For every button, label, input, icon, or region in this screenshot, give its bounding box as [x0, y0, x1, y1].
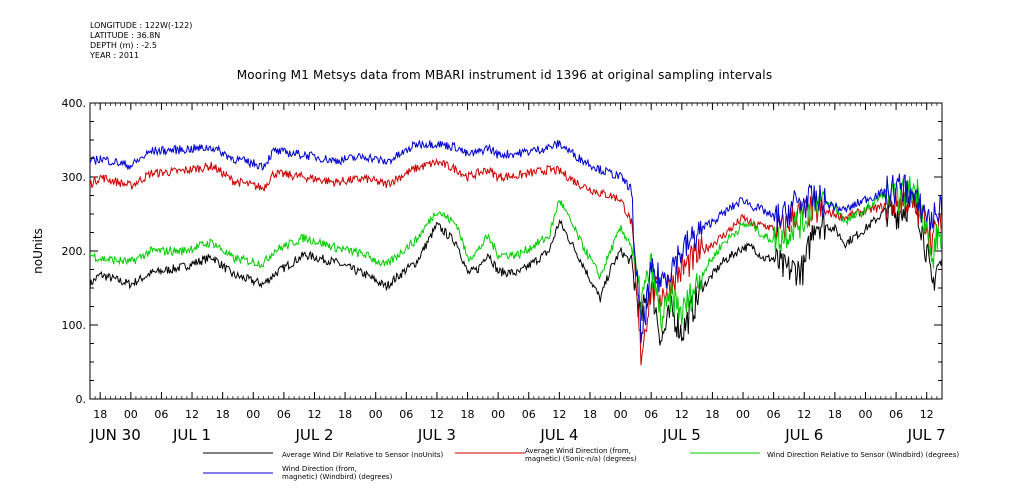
- x-tick-label: 00: [246, 408, 260, 421]
- x-tick-label: 18: [216, 408, 230, 421]
- x-tick-label: 18: [93, 408, 107, 421]
- series-line-1: [90, 189, 942, 346]
- y-tick-label: 400.: [62, 97, 87, 110]
- x-date-label: JUL 3: [417, 426, 456, 444]
- series-line-3: [90, 176, 942, 332]
- x-date-label: JUN 30: [89, 426, 140, 444]
- x-tick-label: 06: [644, 408, 658, 421]
- x-tick-label: 12: [675, 408, 689, 421]
- x-tick-label: 18: [461, 408, 475, 421]
- legend-label-3: Wind Direction Relative to Sensor (Windb…: [767, 451, 959, 459]
- x-tick-label: 12: [797, 408, 811, 421]
- x-tick-label: 18: [338, 408, 352, 421]
- latitude-text: LATITUDE : 36.8N: [90, 31, 161, 40]
- x-tick-label: 12: [920, 408, 934, 421]
- x-tick-label: 18: [705, 408, 719, 421]
- x-tick-label: 06: [277, 408, 291, 421]
- series-line-2: [90, 157, 942, 366]
- x-date-label: JUL 6: [784, 426, 823, 444]
- legend-label-4: Wind Direction (from,: [282, 465, 357, 473]
- x-tick-label: 12: [185, 408, 199, 421]
- legend-label-2: magnetic) (Sonic-n/a) (degrees): [525, 455, 637, 463]
- legend-label-2: Average Wind Direction (from,: [525, 447, 631, 455]
- dataset-metadata: LONGITUDE : 122W(-122) LATITUDE : 36.8N …: [90, 21, 192, 61]
- y-tick-label: 300.: [62, 171, 87, 184]
- x-tick-label: 12: [307, 408, 321, 421]
- x-tick-label: 00: [736, 408, 750, 421]
- x-tick-label: 00: [858, 408, 872, 421]
- y-axis-label: noUnits: [31, 228, 45, 274]
- depth-text: DEPTH (m) : -2.5: [90, 41, 157, 50]
- x-tick-label: 00: [614, 408, 628, 421]
- series-line-4: [90, 140, 942, 344]
- plot-frame: [89, 102, 943, 400]
- x-date-label: JUL 7: [907, 426, 946, 444]
- longitude-text: LONGITUDE : 122W(-122): [90, 21, 193, 30]
- x-date-label: JUL 2: [294, 426, 333, 444]
- x-tick-label: 06: [767, 408, 781, 421]
- x-tick-label: 06: [889, 408, 903, 421]
- x-tick-label: 12: [430, 408, 444, 421]
- x-date-label: JUL 4: [539, 426, 578, 444]
- x-tick-label: 18: [828, 408, 842, 421]
- x-tick-label: 06: [154, 408, 168, 421]
- x-tick-label: 06: [399, 408, 413, 421]
- x-tick-label: 06: [522, 408, 536, 421]
- legend-label-1: Average Wind Dir Relative to Sensor (noU…: [282, 451, 443, 459]
- x-tick-label: 18: [583, 408, 597, 421]
- x-tick-label: 00: [369, 408, 383, 421]
- x-tick-label: 12: [552, 408, 566, 421]
- x-tick-label: 00: [124, 408, 138, 421]
- chart-title: Mooring M1 Metsys data from MBARI instru…: [236, 68, 773, 82]
- x-date-label: JUL 1: [172, 426, 211, 444]
- y-tick-label: 200.: [62, 245, 87, 258]
- year-text: YEAR : 2011: [90, 51, 140, 60]
- x-date-label: JUL 5: [662, 426, 701, 444]
- y-tick-label: 100.: [62, 319, 87, 332]
- legend-label-4: magnetic) (Windbird) (degrees): [282, 473, 393, 481]
- x-tick-label: 00: [491, 408, 505, 421]
- y-tick-label: 0.: [76, 393, 87, 406]
